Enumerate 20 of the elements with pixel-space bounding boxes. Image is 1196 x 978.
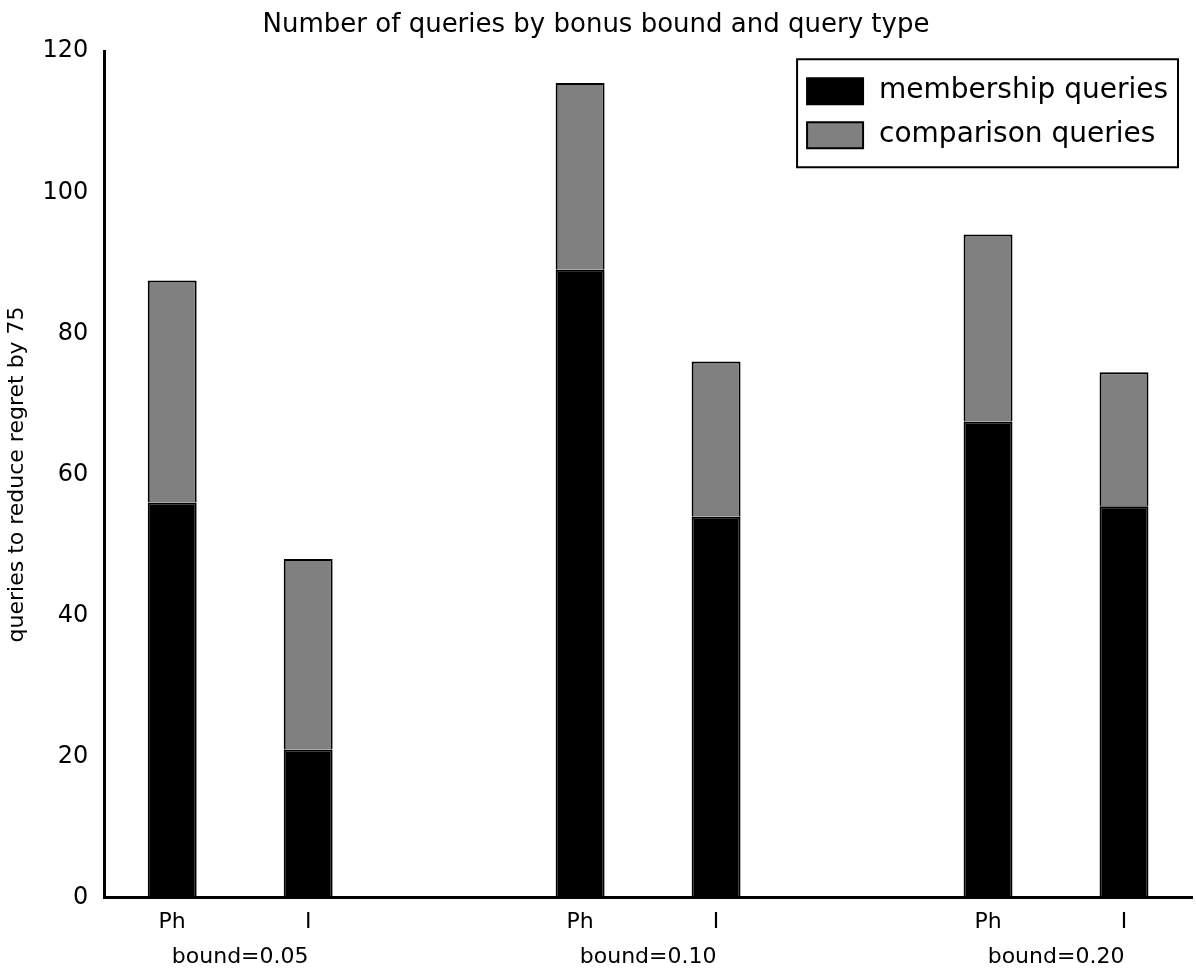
x-tick-label: Ph [158,907,186,933]
chart-title: Number of queries by bonus bound and query type [262,8,930,39]
y-tick-label: 120 [42,35,89,64]
x-tick-label: Ph [974,907,1002,933]
y-tick-label: 20 [57,740,89,769]
x-tick-label: I [712,907,720,933]
y-tick-label: 40 [57,599,89,628]
x-tick-label: I [304,907,312,933]
legend-label: comparison queries [879,116,1156,150]
x-tick-label: I [1120,907,1128,933]
legend-label: membership queries [879,72,1169,106]
y-tick-label: 0 [72,881,89,910]
x-tick-label: Ph [566,907,594,933]
text: bound=0.05 [171,942,309,968]
y-axis-title: queries to reduce regret by 75 [2,306,28,643]
text: bound=0.10 [579,942,717,968]
y-tick-label: 60 [57,458,89,487]
y-tick-label: 80 [57,317,89,346]
y-tick-label: 100 [42,176,89,205]
text: bound=0.20 [987,942,1125,968]
